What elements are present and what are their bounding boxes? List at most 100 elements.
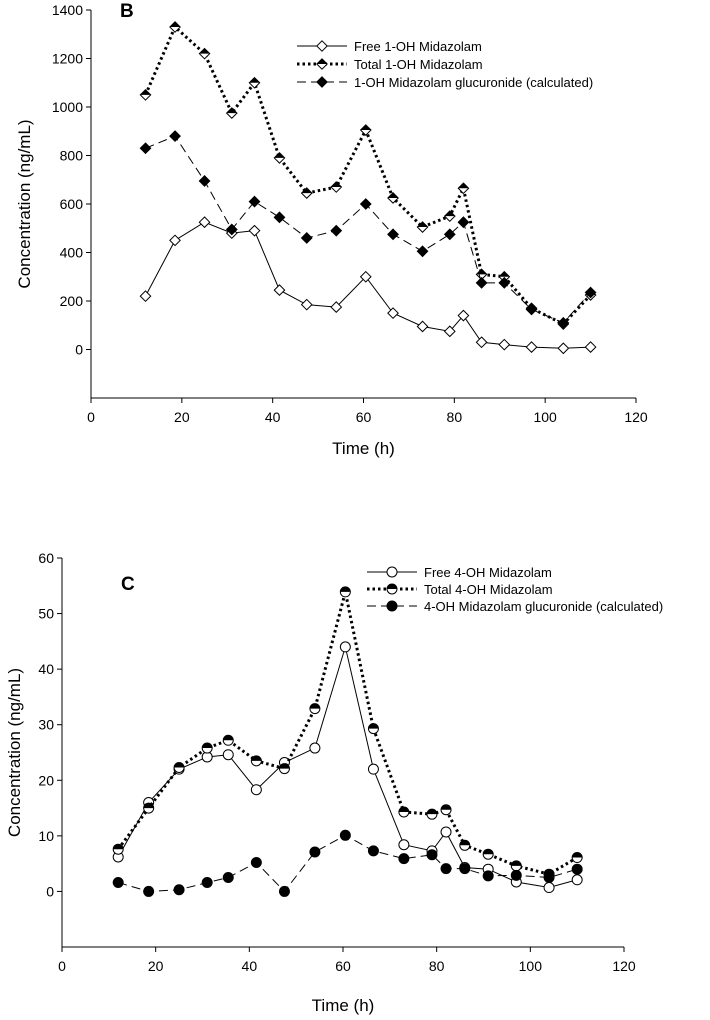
data-point [387,307,399,320]
y-tick-label: 50 [38,606,54,622]
data-point [198,216,211,229]
data-point [248,195,261,208]
data-point [248,76,261,89]
data-point [173,762,185,774]
y-tick-label: 0 [46,883,54,899]
legend-marker [386,600,398,612]
legend-label: Free 1-OH Midazolam [354,39,482,54]
x-tick-label: 60 [356,409,372,425]
data-point [498,276,511,289]
data-point [416,320,429,333]
x-tick-label: 60 [335,958,351,974]
data-point [359,124,372,136]
data-point [443,325,456,338]
data-point [498,338,511,351]
data-point [459,839,471,851]
panel-c-chart: 0 10 20 30 40 50 60 0 20 40 60 80 100 120 Time (h) Conc… [5,550,663,1015]
y-axis-title: Concentration (ng/mL) [5,668,24,837]
data-point [309,846,321,858]
series-3 [139,130,597,329]
y-tick-label: 60 [38,550,54,566]
data-point [278,763,290,775]
data-point [359,198,372,210]
data-point [543,882,555,894]
series-line [145,135,591,324]
legend-label: Total 4-OH Midazolam [424,582,553,597]
data-point [330,181,343,193]
data-point [525,303,538,316]
data-point [482,870,494,882]
y-tick-label: 10 [38,828,54,844]
data-point [250,857,262,869]
panel-b-chart: 0 200 400 600 800 1000 1200 1400 0 20 40 60 80 100 120… [15,1,648,458]
x-tick-label: 40 [265,409,281,425]
x-tick-label: 100 [533,409,557,425]
data-point [571,852,583,864]
data-point [139,142,152,155]
data-point [440,863,452,875]
series-line [117,644,578,889]
data-point [339,641,351,653]
y-tick-label: 600 [60,196,84,212]
data-point [367,723,379,735]
data-point [398,806,410,818]
data-point [173,884,185,896]
data-point [387,228,399,241]
data-point [457,182,470,195]
x-axis-title: Time (h) [312,996,375,1015]
legend: Free 4-OH Midazolam Total 4-OH Midazolam 4… [367,565,663,614]
data-point [584,341,597,353]
y-tick-label: 1400 [52,2,83,18]
panel-label: B [120,1,134,22]
data-point [571,874,583,886]
data-point [139,290,152,303]
data-point [367,845,379,857]
data-point [278,885,290,897]
data-point [426,808,438,820]
data-point [443,210,456,223]
legend-label: Total 1-OH Midazolam [354,57,483,72]
data-point [300,187,313,199]
series-3 [112,829,583,897]
data-point [169,234,181,247]
data-point [543,872,555,884]
data-point [571,863,583,875]
data-point [482,848,494,860]
data-point [440,826,452,838]
y-axis-title: Concentration (ng/mL) [15,119,34,288]
data-point [201,742,213,754]
data-point [143,885,155,897]
x-tick-label: 40 [242,958,258,974]
data-point [525,341,538,353]
data-point [273,211,286,224]
data-point [169,130,181,143]
data-point [443,228,456,241]
y-tick-label: 1200 [52,51,83,67]
data-point [584,286,597,299]
legend-label: 4-OH Midazolam glucuronide (calculated) [424,599,663,614]
data-point [457,309,470,322]
data-point [339,829,351,841]
data-point [201,877,213,889]
data-point [300,298,313,311]
data-point [309,703,321,715]
x-tick-label: 0 [87,409,95,425]
legend-marker [316,40,328,52]
panel-label: C [121,574,135,595]
data-point [248,224,261,237]
data-point [300,232,313,244]
data-point [457,216,470,229]
data-point [143,802,155,814]
data-point [557,342,570,355]
y-tick-label: 800 [60,148,84,164]
data-point [557,316,570,329]
series-line [118,834,578,893]
x-tick-label: 80 [447,409,463,425]
data-point [475,276,488,289]
series-1 [139,216,597,355]
x-tick-label: 80 [429,958,445,974]
legend-label: 1-OH Midazolam glucuronide (calculated) [354,75,593,90]
x-tick-label: 20 [174,409,190,425]
data-point [398,839,410,851]
data-point [112,843,124,855]
